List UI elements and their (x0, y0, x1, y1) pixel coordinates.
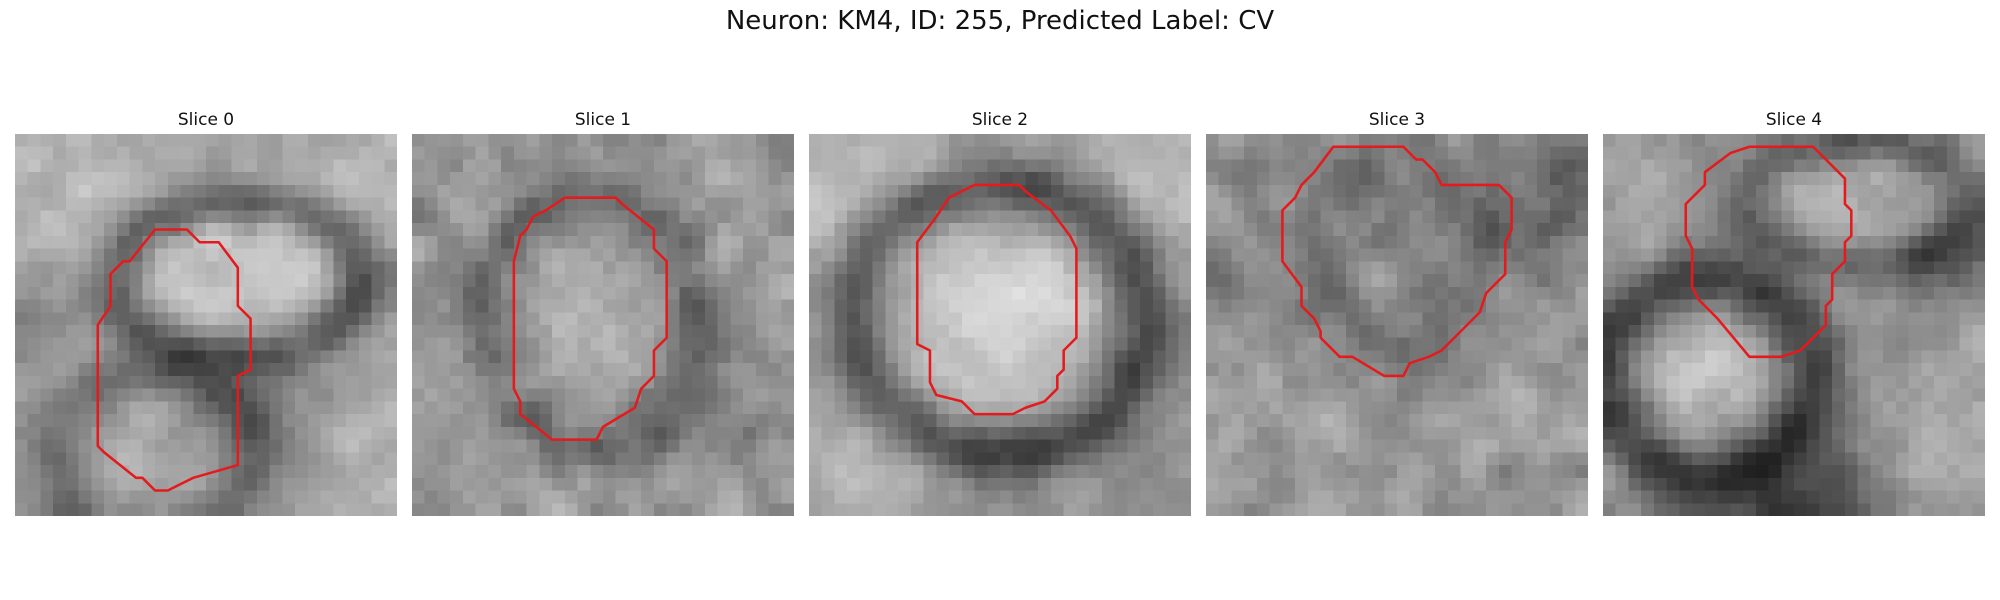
slice-pixels (1206, 134, 1588, 516)
slice-title: Slice 0 (177, 110, 235, 130)
slice-panel-4: Slice 4 (1603, 110, 1985, 516)
slice-pixels (1603, 134, 1985, 516)
slice-pixels (809, 134, 1191, 516)
figure-title: Neuron: KM4, ID: 255, Predicted Label: C… (725, 6, 1275, 36)
segmentation-contour (1684, 145, 1853, 359)
slice-panel-3: Slice 3 (1206, 110, 1588, 516)
slice-image (15, 134, 397, 516)
slice-panel-1: Slice 1 (412, 110, 794, 516)
slice-title: Slice 2 (971, 110, 1029, 130)
slice-image (412, 134, 794, 516)
slice-pixels (15, 134, 397, 516)
slice-panel-2: Slice 2 (809, 110, 1191, 516)
slice-pixels (412, 134, 794, 516)
segmentation-contour (915, 183, 1078, 416)
segmentation-contour (96, 228, 252, 492)
slice-image (1603, 134, 1985, 516)
slice-title: Slice 1 (574, 110, 632, 130)
slice-image (809, 134, 1191, 516)
slice-image (1206, 134, 1588, 516)
slice-title: Slice 3 (1368, 110, 1426, 130)
slice-title: Slice 4 (1765, 110, 1823, 130)
segmentation-contour (512, 196, 668, 441)
segmentation-contour (1281, 145, 1513, 378)
slice-panel-0: Slice 0 (15, 110, 397, 516)
